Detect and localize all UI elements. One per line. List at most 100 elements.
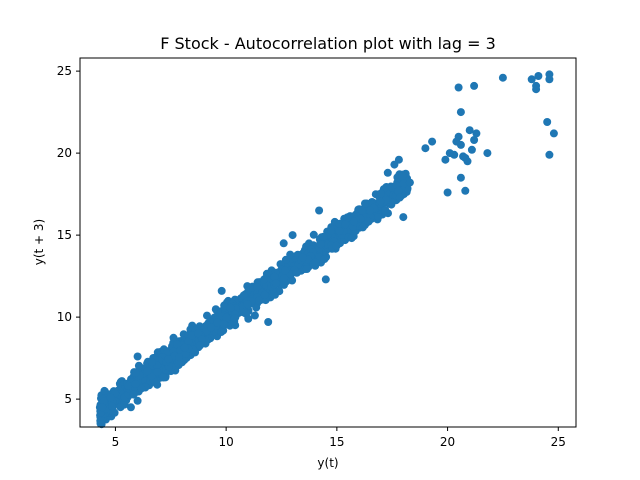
scatter-point [220,303,229,312]
scatter-point [106,393,115,402]
scatter-point [281,266,290,275]
scatter-point [405,178,414,187]
scatter-point [131,368,140,377]
scatter-point [213,318,222,327]
scatter-point [341,220,350,229]
scatter-point [545,75,554,84]
scatter-point [280,274,289,283]
scatter-point [399,179,408,188]
scatter-point [124,381,133,390]
chart-title: F Stock - Autocorrelation plot with lag … [160,34,496,53]
scatter-point [394,186,403,195]
scatter-point [279,239,288,248]
scatter-point [260,275,269,284]
scatter-point [286,250,295,259]
scatter-point [398,172,407,181]
scatter-point [126,403,135,412]
scatter-point [255,296,263,305]
scatter-point [465,126,474,135]
scatter-point [319,232,328,241]
scatter-point [532,85,541,94]
scatter-point [134,361,143,370]
scatter-point [217,286,226,295]
scatter-point [288,231,297,240]
scatter-point [374,213,383,222]
scatter-point [364,217,373,226]
scatter-point [169,333,178,342]
scatter-point [443,188,452,197]
scatter-point [217,328,226,336]
scatter-point [366,206,375,215]
scatter-point [441,155,450,164]
scatter-point [159,373,168,382]
scatter-point [187,331,196,340]
scatter-point [456,108,465,117]
scatter-point [454,83,463,92]
scatter-point [250,311,259,320]
scatter-point [376,189,385,198]
scatter-point [543,118,552,126]
scatter-point [108,402,117,411]
scatter-point [137,384,146,393]
scatter-point [147,358,156,367]
scatter-point [203,311,211,320]
y-tick-label: 10 [57,310,72,324]
x-axis: 5 10 15 20 25 [112,427,566,449]
scatter-point [327,226,335,235]
x-axis-label: y(t) [317,456,338,470]
scatter-point [153,380,162,389]
scatter-point [153,368,162,376]
scatter-point [452,137,461,146]
scatter-point [292,268,301,277]
scatter-point [131,380,140,388]
scatter-point [315,206,324,215]
scatter-point [335,226,344,235]
y-tick-label: 20 [57,146,72,160]
scatter-point [347,234,356,243]
scatter-point [361,199,369,208]
scatter-point [133,396,142,405]
scatter-point [226,303,235,312]
scatter-point [461,186,470,195]
scatter-point [219,320,228,329]
x-tick-label: 25 [551,435,566,449]
scatter-point [222,313,231,322]
scatter-point [243,300,252,309]
scatter-point [472,129,481,138]
scatter-point [298,253,307,262]
scatter-point [383,168,392,177]
scatter-point [527,75,536,84]
scatter-point [456,173,465,182]
scatter-point [545,150,554,159]
scatter-point [196,341,205,350]
plot-area-frame [79,57,577,428]
scatter-point [498,73,507,82]
scatter-point [264,318,273,326]
scatter-point [194,329,203,338]
scatter-point [116,403,125,412]
scatter-point [271,279,280,288]
scatter-point [470,136,479,144]
scatter-point [381,206,390,215]
scatter-point [164,355,173,364]
x-tick-label: 5 [112,435,120,449]
scatter-point [133,352,142,361]
scatter-point [253,283,262,292]
x-tick-label: 10 [219,435,234,449]
scatter-point [207,323,216,332]
scatter-point [143,367,152,376]
scatter-point [467,145,476,154]
scatter-point [358,206,366,215]
y-tick-label: 15 [57,228,72,242]
scatter-point [332,241,341,250]
scatter-point [428,137,437,146]
scatter-point [349,217,358,226]
scatter-point [445,149,454,158]
scatter-point [270,272,279,281]
scatter-point [321,275,330,284]
scatter-point [244,314,253,323]
scatter-point [376,197,385,206]
scatter-point [302,265,311,273]
scatter-point [311,258,320,267]
